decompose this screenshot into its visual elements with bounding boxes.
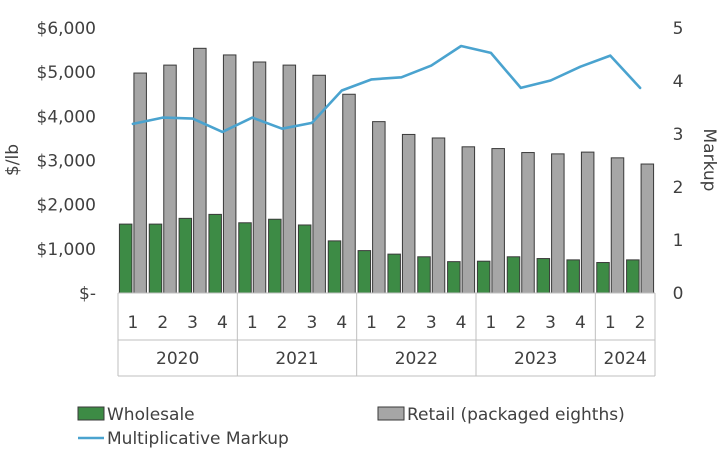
legend: Wholesale Retail (packaged eighths) Mult… bbox=[77, 405, 625, 449]
quarter-tick-label: 3 bbox=[187, 313, 198, 333]
right-axis-tick-label: 2 bbox=[673, 178, 684, 198]
wholesale-bar bbox=[268, 218, 282, 294]
markup-line-series bbox=[131, 44, 642, 134]
year-tick-label: 2021 bbox=[275, 349, 318, 369]
wholesale-bar bbox=[566, 259, 580, 294]
retail-bar bbox=[551, 153, 565, 294]
left-axis-tick-label: $- bbox=[79, 284, 96, 304]
retail-bar bbox=[461, 146, 476, 294]
quarter-tick-label: 1 bbox=[486, 313, 497, 333]
right-axis-tick-label: 0 bbox=[673, 284, 684, 304]
retail-bar bbox=[133, 72, 147, 294]
left-axis-tick-label: $5,000 bbox=[37, 63, 96, 83]
bar-series bbox=[118, 47, 655, 294]
wholesale-bar bbox=[417, 256, 431, 294]
retail-bar bbox=[640, 163, 655, 294]
wholesale-bar bbox=[387, 253, 401, 294]
right-axis-tick-label: 3 bbox=[673, 125, 684, 145]
retail-bar bbox=[342, 93, 356, 294]
quarter-tick-label: 1 bbox=[605, 313, 616, 333]
legend-swatch-wholesale bbox=[77, 406, 105, 421]
legend-swatch-retail bbox=[377, 406, 405, 421]
retail-bar bbox=[610, 157, 625, 294]
wholesale-bar bbox=[148, 223, 163, 294]
quarter-tick-label: 2 bbox=[515, 313, 526, 333]
year-tick-label: 2022 bbox=[395, 349, 438, 369]
wholesale-bar bbox=[626, 259, 640, 294]
year-tick-label: 2024 bbox=[604, 349, 647, 369]
wholesale-bar bbox=[178, 217, 193, 294]
year-tick-label: 2020 bbox=[156, 349, 199, 369]
markup-line bbox=[131, 44, 642, 134]
left-axis-tick-label: $4,000 bbox=[37, 107, 96, 127]
right-axis-title: Markup bbox=[699, 129, 719, 192]
right-axis-tick-labels: 0 1 2 3 4 5 bbox=[673, 19, 684, 304]
wholesale-bar bbox=[357, 250, 372, 294]
wholesale-bar bbox=[536, 258, 551, 294]
retail-bar bbox=[431, 137, 446, 294]
retail-bar bbox=[521, 152, 535, 294]
legend-label-markup: Multiplicative Markup bbox=[107, 429, 289, 449]
retail-bar bbox=[372, 121, 386, 294]
quarter-tick-label: 1 bbox=[128, 313, 139, 333]
retail-bar bbox=[580, 151, 595, 294]
quarter-tick-label: 4 bbox=[575, 313, 586, 333]
quarter-tick-label: 1 bbox=[247, 313, 258, 333]
wholesale-bar bbox=[327, 240, 342, 294]
left-axis-tick-labels: $- $1,000 $2,000 $3,000 $4,000 $5,000 $6,000 bbox=[37, 19, 96, 304]
wholesale-bar bbox=[506, 256, 521, 294]
quarter-tick-label: 2 bbox=[635, 313, 646, 333]
wholesale-bar bbox=[238, 222, 252, 294]
retail-bar bbox=[163, 64, 177, 294]
left-axis-title: $/lb bbox=[3, 144, 23, 176]
quarter-tick-label: 2 bbox=[157, 313, 168, 333]
retail-bar bbox=[193, 47, 207, 294]
retail-bar bbox=[312, 74, 326, 294]
left-axis-tick-label: $1,000 bbox=[37, 240, 96, 260]
legend-label-retail: Retail (packaged eighths) bbox=[407, 405, 625, 425]
left-axis-tick-label: $2,000 bbox=[37, 196, 96, 216]
right-axis-tick-label: 1 bbox=[673, 231, 684, 251]
quarter-tick-label: 4 bbox=[456, 313, 467, 333]
retail-bar bbox=[491, 148, 505, 294]
quarter-tick-label: 2 bbox=[396, 313, 407, 333]
quarter-tick-label: 4 bbox=[217, 313, 228, 333]
wholesale-bar bbox=[297, 224, 312, 294]
quarter-tick-label: 3 bbox=[545, 313, 556, 333]
retail-bar bbox=[222, 54, 237, 294]
retail-bar bbox=[282, 64, 297, 294]
wholesale-bar bbox=[476, 260, 491, 294]
quarter-tick-label: 2 bbox=[277, 313, 288, 333]
legend-label-wholesale: Wholesale bbox=[107, 405, 195, 425]
quarter-tick-label: 3 bbox=[307, 313, 318, 333]
left-axis-tick-label: $3,000 bbox=[37, 152, 96, 172]
quarter-tick-label: 3 bbox=[426, 313, 437, 333]
wholesale-bar bbox=[447, 261, 461, 294]
retail-bar bbox=[401, 133, 416, 294]
quarter-tick-label: 1 bbox=[366, 313, 377, 333]
quarter-tick-label: 4 bbox=[336, 313, 347, 333]
wholesale-bar bbox=[596, 262, 610, 294]
year-tick-label: 2023 bbox=[514, 349, 557, 369]
retail-bar bbox=[252, 61, 267, 294]
wholesale-bar bbox=[118, 223, 133, 294]
right-axis-tick-label: 5 bbox=[673, 19, 684, 39]
left-axis-tick-label: $6,000 bbox=[37, 19, 96, 39]
wholesale-bar bbox=[208, 213, 222, 294]
right-axis-tick-label: 4 bbox=[673, 72, 684, 92]
